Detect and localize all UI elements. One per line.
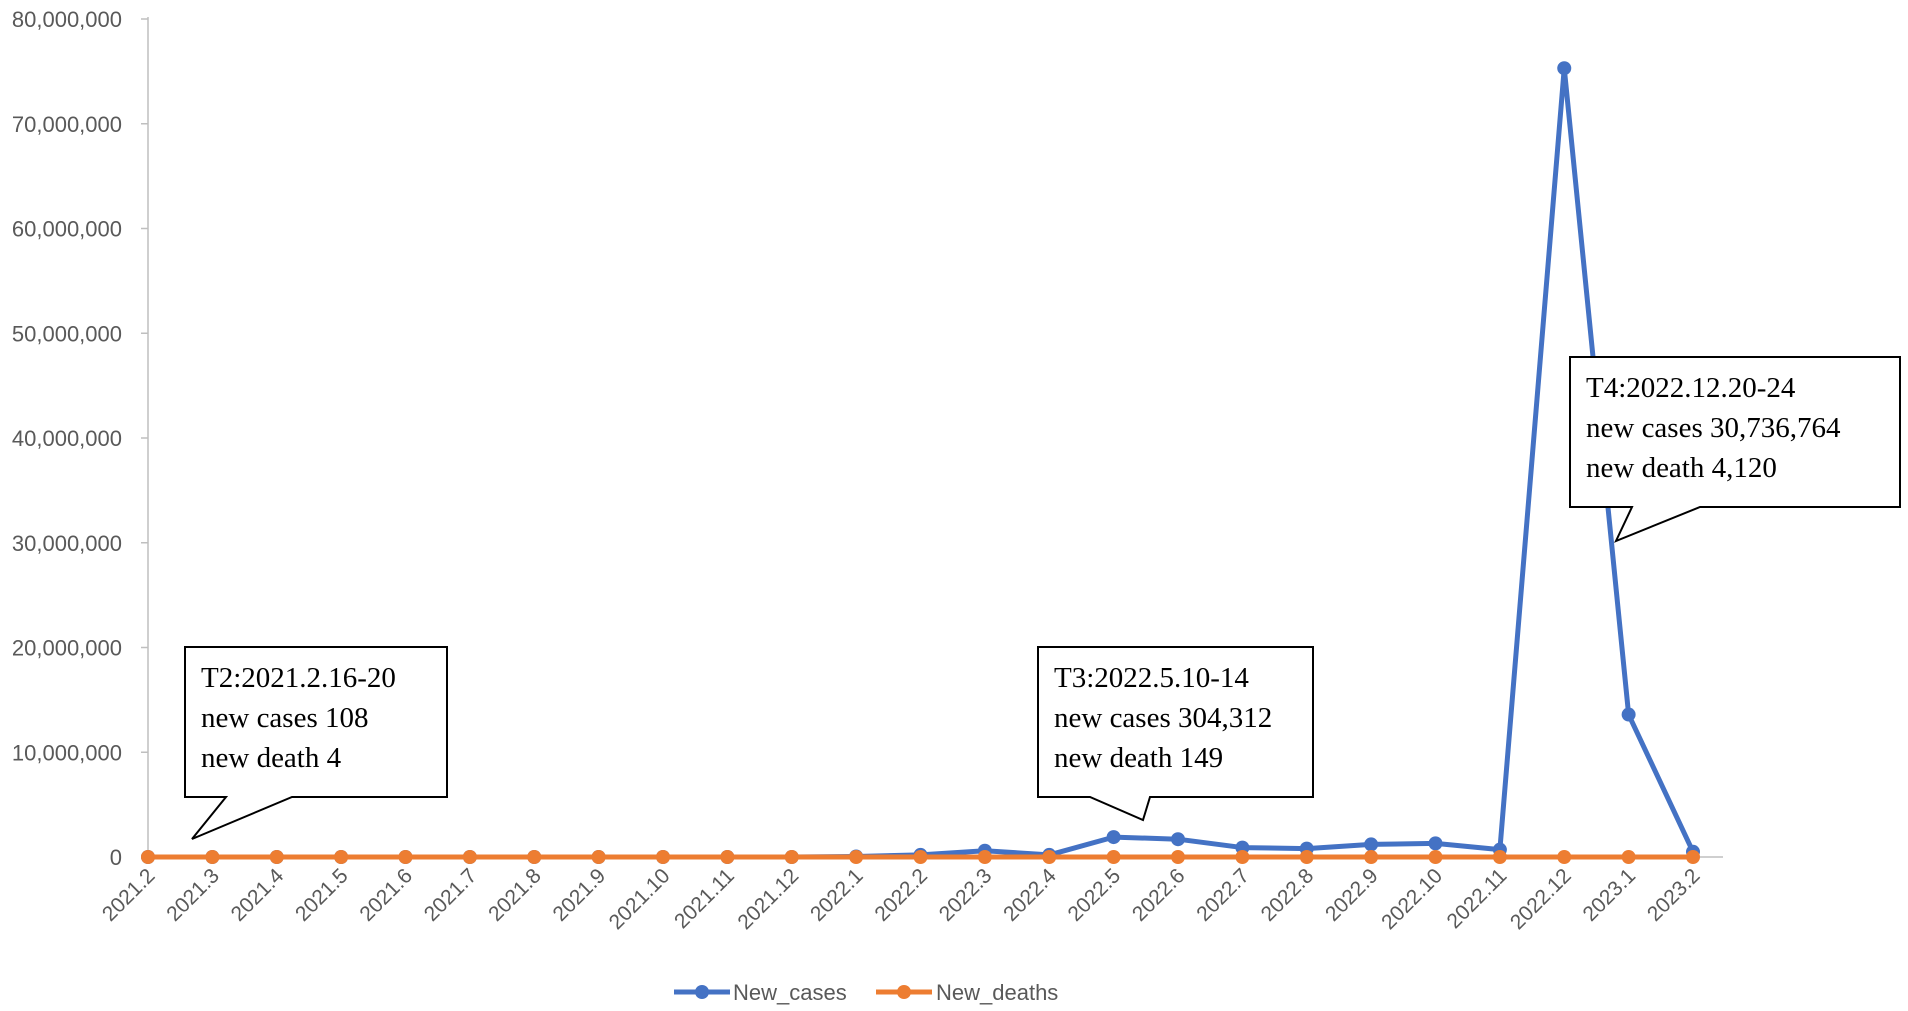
data-point (1621, 707, 1636, 722)
x-tick-label: 2022.1 (806, 864, 868, 926)
legend-swatch-marker (695, 985, 709, 999)
x-tick-label: 2021.12 (733, 864, 803, 934)
legend-swatch-marker (897, 985, 911, 999)
y-tick-label: 60,000,000 (12, 217, 122, 242)
callout-line: T3:2022.5.10-14 (1054, 662, 1249, 694)
data-point (398, 850, 413, 864)
x-tick-label: 2021.7 (420, 864, 482, 926)
data-point (1299, 850, 1314, 864)
callout-line: new death 4 (201, 742, 342, 774)
y-tick-label: 10,000,000 (12, 740, 122, 765)
data-point (591, 850, 606, 864)
data-point (269, 850, 284, 864)
y-tick-label: 50,000,000 (12, 321, 122, 346)
y-tick-label: 70,000,000 (12, 112, 122, 137)
legend-item-new-deaths: New_deaths (876, 980, 1058, 1005)
y-axis-ticks: 0 10,000,000 20,000,000 30,000,000 40,000,00… (12, 7, 148, 870)
data-point (1557, 850, 1572, 864)
x-tick-label: 2022.11 (1443, 864, 1512, 933)
y-tick-label: 20,000,000 (12, 636, 122, 661)
series-new-deaths (141, 850, 1700, 864)
callout-line: T4:2022.12.20-24 (1586, 372, 1796, 404)
x-tick-label: 2022.3 (935, 864, 997, 926)
data-point (141, 850, 155, 864)
data-point (1621, 850, 1636, 864)
callout-line: new cases 108 (201, 702, 369, 734)
legend-item-new-cases: New_cases (674, 980, 847, 1005)
data-point (720, 850, 735, 864)
x-tick-label: 2021.3 (162, 864, 224, 926)
x-tick-label: 2022.5 (1063, 864, 1125, 926)
data-point (656, 850, 670, 864)
data-point (527, 850, 542, 864)
data-point (205, 850, 220, 864)
data-point (1171, 832, 1185, 847)
callout-line: new death 149 (1054, 742, 1223, 774)
x-tick-label: 2022.4 (999, 864, 1061, 926)
data-point (1686, 850, 1700, 864)
x-tick-label: 2021.9 (548, 864, 610, 926)
x-tick-label: 2023.1 (1578, 864, 1640, 926)
data-point (1428, 850, 1443, 864)
data-point (977, 850, 992, 864)
data-point (334, 850, 349, 864)
data-point (1171, 850, 1185, 864)
x-tick-label: 2021.10 (605, 864, 675, 934)
data-point (1364, 837, 1379, 852)
x-tick-label: 2022.10 (1377, 864, 1447, 934)
data-point (1364, 850, 1379, 864)
x-tick-label: 2021.2 (98, 864, 160, 926)
y-tick-label: 30,000,000 (12, 531, 122, 556)
x-tick-label: 2022.2 (870, 864, 932, 926)
data-point (462, 850, 477, 864)
x-axis-ticks: 2021.2 2021.3 2021.4 2021.5 2021.6 2021.7 2021… (98, 864, 1705, 934)
callout-1: T2:2021.2.16-20 new cases 108 new death 4 (184, 646, 448, 840)
callout-2: T3:2022.5.10-14 new cases 304,312 new deat… (1037, 646, 1314, 822)
callout-box (1037, 646, 1314, 822)
x-tick-label: 2022.6 (1128, 864, 1190, 926)
callout-line: new cases 304,312 (1054, 702, 1272, 734)
data-point (1492, 850, 1507, 864)
y-tick-label: 0 (110, 845, 122, 870)
x-tick-label: 2021.6 (355, 864, 417, 926)
data-point (849, 850, 864, 864)
x-tick-label: 2021.11 (670, 864, 739, 933)
x-tick-label: 2021.4 (227, 864, 289, 926)
x-tick-label: 2022.12 (1506, 864, 1576, 934)
data-point (1235, 850, 1250, 864)
callout-line: T2:2021.2.16-20 (201, 662, 396, 694)
callout-line: new death 4,120 (1586, 452, 1777, 484)
data-point (784, 850, 799, 864)
y-tick-label: 80,000,000 (12, 7, 122, 32)
callout-box (1569, 356, 1901, 543)
x-tick-label: 2023.2 (1643, 864, 1705, 926)
data-point (913, 850, 928, 864)
callout-box (184, 646, 448, 840)
legend-label: New_cases (733, 980, 847, 1005)
legend-label: New_deaths (936, 980, 1058, 1005)
x-tick-label: 2022.7 (1192, 864, 1254, 926)
x-tick-label: 2022.9 (1321, 864, 1383, 926)
callout-3: T4:2022.12.20-24 new cases 30,736,764 new … (1569, 356, 1901, 543)
callout-line: new cases 30,736,764 (1586, 412, 1841, 444)
data-point (1106, 850, 1121, 864)
x-tick-label: 2022.8 (1257, 864, 1319, 926)
series (141, 61, 1700, 864)
x-tick-label: 2021.5 (291, 864, 353, 926)
data-point (1042, 850, 1057, 864)
data-point (1557, 61, 1572, 76)
data-point (1106, 830, 1121, 845)
legend: New_cases New_deaths (674, 980, 1058, 1005)
y-tick-label: 40,000,000 (12, 426, 122, 451)
data-point (1428, 836, 1443, 851)
x-tick-label: 2021.8 (484, 864, 546, 926)
